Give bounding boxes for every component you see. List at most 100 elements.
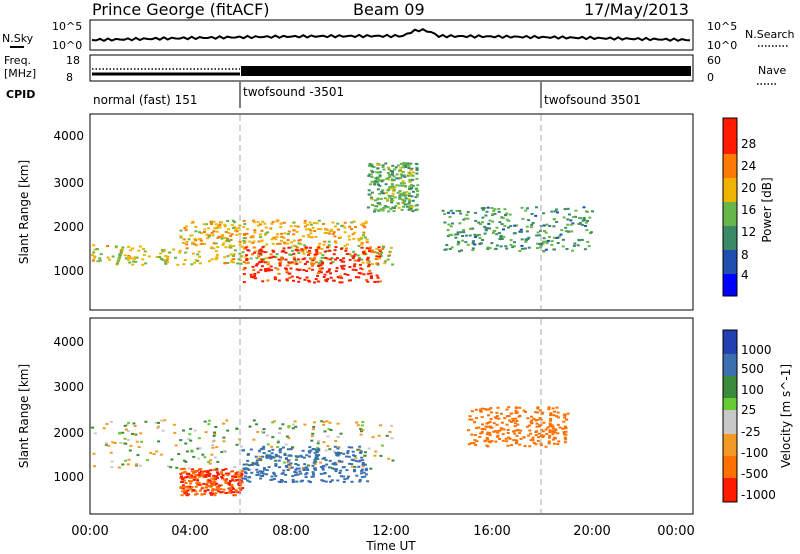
power-cell — [447, 211, 450, 214]
power-cell — [127, 257, 130, 260]
velocity-cell — [327, 428, 331, 431]
power-cell — [232, 258, 236, 260]
velocity-cell — [364, 463, 367, 466]
power-cell — [398, 194, 402, 197]
velocity-cell — [347, 446, 351, 449]
power-cell — [271, 242, 275, 245]
velocity-cell — [105, 423, 109, 425]
power-cell — [555, 221, 559, 223]
power-cell — [481, 239, 485, 241]
power-cell — [338, 281, 342, 284]
power-cell — [361, 222, 365, 225]
velocity-cell — [346, 450, 350, 453]
xtick-1200: 12:00 — [372, 524, 409, 539]
power-cell — [378, 255, 382, 258]
power-cell — [207, 227, 211, 230]
velocity-cell — [266, 443, 270, 446]
power-cell — [343, 273, 347, 276]
power-cell — [223, 236, 227, 239]
power-cell — [416, 193, 419, 196]
velocity-cell — [388, 431, 392, 433]
power-cell — [480, 207, 484, 210]
velocity-cell — [193, 476, 197, 478]
power-cell — [126, 258, 130, 261]
power-cell — [327, 244, 331, 247]
power-cell — [394, 205, 398, 207]
power-cell — [404, 162, 408, 165]
power-cell — [161, 258, 165, 261]
velocity-cell — [357, 465, 361, 468]
velocity-cell — [323, 430, 327, 433]
velocity-cell — [210, 489, 214, 492]
power-cell — [182, 238, 186, 241]
power-cell — [342, 264, 346, 267]
power-cell — [369, 173, 373, 176]
power-cell — [547, 236, 551, 238]
power-cell — [564, 230, 568, 233]
power-cell — [520, 244, 524, 247]
velocity-cell — [311, 428, 315, 431]
power-cell — [483, 232, 487, 235]
power-cell — [509, 244, 513, 246]
velocity-cell — [327, 475, 331, 478]
power-cell — [565, 248, 569, 250]
power-cell — [365, 247, 369, 250]
velocity-cell — [140, 440, 144, 443]
power-cell — [285, 278, 289, 281]
power-colorbar-swatch-6 — [723, 154, 737, 178]
velocity-cell — [296, 464, 300, 467]
power-cell — [212, 247, 216, 250]
velocity-cell — [207, 460, 211, 463]
power-cell — [252, 240, 256, 243]
velocity-cell — [224, 468, 228, 471]
power-cell — [317, 263, 321, 266]
velocity-cell — [215, 482, 219, 485]
velocity-cell — [315, 451, 319, 454]
power-cell — [299, 249, 302, 252]
power-cell — [334, 270, 338, 273]
velocity-cell — [213, 456, 217, 459]
velocity-cell — [472, 442, 476, 445]
velocity-cell — [270, 452, 274, 455]
velocity-cell — [369, 467, 373, 470]
power-cell — [412, 171, 415, 174]
power-cell — [308, 246, 312, 249]
velocity-cell — [290, 466, 294, 469]
power-cell — [164, 262, 168, 265]
power-cell — [340, 276, 344, 279]
power-cell — [216, 236, 220, 239]
power-cell — [553, 210, 557, 213]
velocity-cell — [333, 468, 337, 471]
velocity-cell — [249, 448, 253, 451]
velocity-cell — [355, 421, 359, 424]
power-cell — [176, 263, 180, 266]
power-cell — [386, 258, 390, 261]
velocity-cell — [494, 440, 498, 443]
power-cell — [407, 208, 411, 211]
power-cell — [282, 221, 286, 224]
velocity-cell — [490, 440, 494, 443]
velocity-cell — [513, 425, 517, 428]
velocity-cell — [518, 406, 522, 409]
power-cell — [233, 221, 237, 224]
power-cell — [159, 257, 163, 260]
noise-tick-high-right: 10^5 — [707, 20, 737, 33]
power-cell — [351, 268, 355, 271]
velocity-cell — [145, 459, 149, 462]
velocity-cell — [270, 475, 274, 478]
velocity-cell — [506, 429, 510, 431]
power-cell — [376, 280, 380, 283]
velocity-cell — [136, 454, 140, 457]
power-cell — [379, 208, 383, 211]
velocity-cell — [235, 473, 239, 476]
cpid-segment-1: normal (fast) 151 — [93, 93, 197, 107]
power-cell — [261, 220, 265, 223]
velocity-cell — [499, 412, 503, 415]
velocity-cell — [271, 421, 275, 424]
velocity-cell — [299, 472, 303, 475]
power-cell — [527, 219, 531, 222]
velocity-cell — [336, 422, 340, 425]
velocity-cell — [283, 454, 287, 456]
power-cell — [131, 263, 135, 266]
power-cell — [464, 217, 468, 220]
